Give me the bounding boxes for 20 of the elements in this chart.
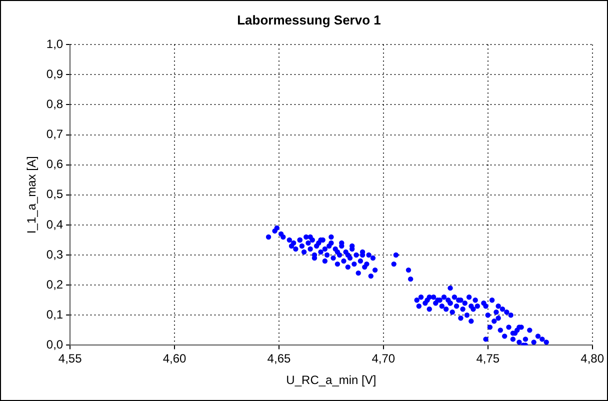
y-tick-label: 0,7 [46, 127, 64, 142]
y-axis-title: I_1_a_max [A] [24, 156, 39, 234]
chart-title: Labormessung Servo 1 [237, 12, 381, 28]
x-tick-label: 4,70 [372, 352, 396, 366]
y-tick-label: 0,4 [46, 217, 64, 232]
y-tick-label: 1,0 [46, 36, 64, 51]
x-tick-label: 4,60 [162, 352, 187, 366]
y-tick-label: 0,5 [46, 187, 64, 202]
y-tick-label: 0,8 [46, 97, 64, 112]
x-tick-label: 4,75 [476, 352, 500, 366]
x-tick-label: 4,80 [580, 352, 604, 366]
x-tick-label: 4,65 [267, 352, 291, 366]
y-tick-label: 0,1 [46, 307, 64, 322]
x-axis-title: U_RC_a_min [V] [286, 373, 376, 388]
y-tick-label: 0,3 [46, 247, 64, 262]
x-tick-label: 4,55 [58, 352, 82, 366]
y-tick-label: 0,9 [46, 66, 64, 81]
y-tick-label: 0,2 [46, 277, 64, 292]
y-tick-label: 0,6 [46, 157, 64, 172]
y-tick-label: 0,0 [46, 338, 64, 352]
